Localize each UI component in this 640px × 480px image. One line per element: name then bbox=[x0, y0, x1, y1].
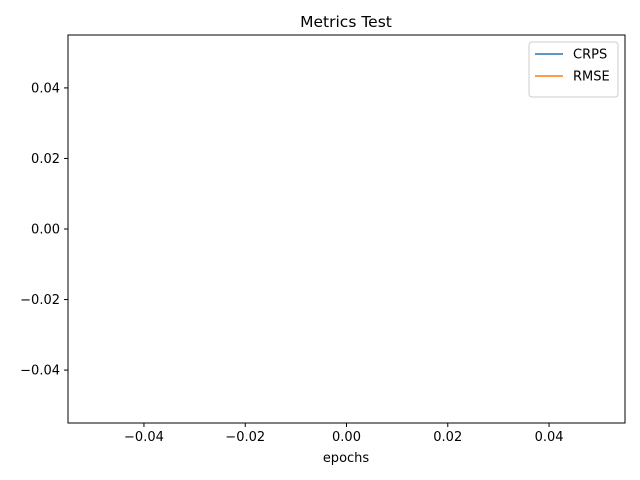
y-tick-label: 0.04 bbox=[31, 81, 60, 96]
x-tick-label: 0.02 bbox=[433, 430, 462, 445]
x-tick-label: −0.02 bbox=[225, 430, 265, 445]
x-tick-label: 0.00 bbox=[332, 430, 361, 445]
x-axis: −0.04 −0.02 0.00 0.02 0.04 bbox=[124, 423, 564, 445]
x-tick-label: −0.04 bbox=[124, 430, 164, 445]
legend-box bbox=[528, 41, 619, 98]
chart-title: Metrics Test bbox=[300, 13, 392, 31]
legend: CRPS RMSE bbox=[528, 41, 619, 98]
y-tick-label: −0.04 bbox=[20, 364, 60, 379]
y-tick-label: 0.02 bbox=[31, 152, 60, 167]
y-tick-label: 0.00 bbox=[31, 223, 60, 238]
legend-label: RMSE bbox=[573, 70, 610, 85]
legend-label: CRPS bbox=[573, 48, 607, 63]
x-axis-title: epochs bbox=[323, 451, 370, 466]
y-tick-label: −0.02 bbox=[20, 293, 60, 308]
y-axis: −0.04 −0.02 0.00 0.02 0.04 bbox=[20, 81, 68, 379]
x-tick-label: 0.04 bbox=[535, 430, 564, 445]
